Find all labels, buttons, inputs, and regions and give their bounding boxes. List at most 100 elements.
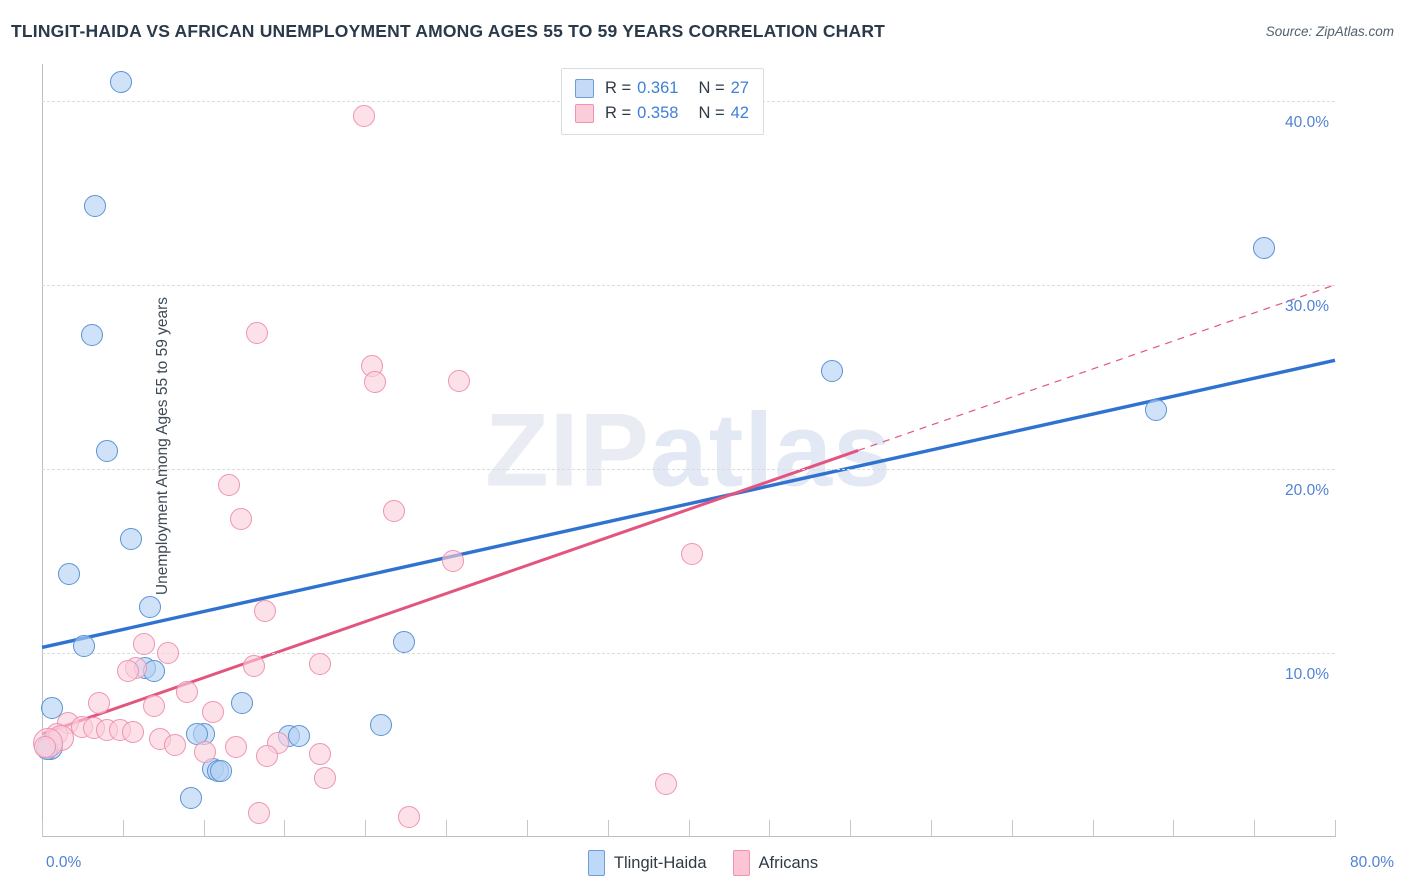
series-legend: Tlingit-Haida Africans [0,850,1406,876]
gridline-y-20.0% [42,468,1335,470]
y-axis-label-30.0%: 30.0% [1285,297,1329,315]
data-point-pink[interactable] [447,369,470,392]
data-point-pink[interactable] [157,641,180,664]
correlation-swatch-africans [575,104,594,123]
correlation-swatch-tlingit-haida [575,79,594,98]
gridline-y-30.0% [42,284,1335,286]
source-attribution: Source: ZipAtlas.com [1265,24,1394,39]
data-point-pink[interactable] [313,767,336,790]
n-label-africans: N = [698,104,725,122]
trend-line-tlingit-haida [41,358,1336,650]
data-point-pink[interactable] [132,632,155,655]
data-point-blue[interactable] [821,360,844,383]
r-label-tlingit-haida: R = [605,79,632,97]
y-axis-label-10.0%: 10.0% [1285,665,1329,683]
data-point-blue[interactable] [179,787,202,810]
correlation-row-tlingit-haida: R = 0.361 N = 27 [575,76,749,101]
data-point-pink[interactable] [224,735,247,758]
data-point-blue[interactable] [231,691,254,714]
legend-swatch-tlingit-haida [587,850,605,876]
data-point-pink[interactable] [163,733,186,756]
x-axis-max-label: 80.0% [1350,854,1394,871]
data-point-pink[interactable] [229,507,252,530]
trend-line-africans-dashed [858,284,1336,452]
trend-line-africans-solid [41,449,859,736]
x-axis-tick [203,820,205,837]
data-point-blue[interactable] [1144,399,1167,421]
legend-item-africans[interactable]: Africans [732,850,819,876]
correlation-legend: R = 0.361 N = 27 R = 0.358 N = 42 [561,68,764,135]
n-value-tlingit-haida: 27 [730,79,749,97]
data-point-pink[interactable] [254,599,277,622]
n-value-africans: 42 [730,104,749,122]
x-axis-tick [284,820,286,837]
data-point-pink[interactable] [34,735,57,758]
legend-item-tlingit-haida[interactable]: Tlingit-Haida [587,850,707,876]
x-axis-tick [446,820,448,837]
legend-label-africans: Africans [758,853,819,872]
data-point-pink[interactable] [255,745,278,768]
data-point-blue[interactable] [110,71,133,94]
data-point-blue[interactable] [119,527,142,550]
correlation-row-africans: R = 0.358 N = 42 [575,101,749,126]
data-point-blue[interactable] [139,595,162,618]
x-axis-tick [365,820,367,837]
x-axis-min-label: 0.0% [46,854,82,871]
y-axis-label-20.0%: 20.0% [1285,481,1329,499]
data-point-blue[interactable] [81,323,104,346]
data-point-blue[interactable] [40,697,63,720]
data-point-blue[interactable] [84,194,107,217]
data-point-blue[interactable] [393,630,416,653]
x-axis-tick [1173,820,1175,837]
data-point-blue[interactable] [210,759,233,782]
data-point-pink[interactable] [87,691,110,714]
data-point-pink[interactable] [245,321,268,344]
data-point-blue[interactable] [1252,237,1275,260]
x-axis-tick [1011,820,1013,837]
x-axis-tick [769,820,771,837]
data-point-pink[interactable] [218,474,241,497]
data-point-pink[interactable] [441,549,464,572]
data-point-pink[interactable] [308,743,331,766]
x-axis-tick [688,820,690,837]
y-axis-line [42,64,43,837]
y-axis-label-40.0%: 40.0% [1285,113,1329,131]
r-label-africans: R = [605,104,632,122]
data-point-pink[interactable] [116,660,139,683]
data-point-pink[interactable] [680,542,703,565]
data-point-blue[interactable] [287,724,310,747]
x-axis-tick [1335,820,1336,837]
trend-lines [41,284,1336,736]
x-axis-tick [850,820,852,837]
data-point-blue[interactable] [73,634,96,657]
data-point-pink[interactable] [363,371,386,394]
data-point-pink[interactable] [176,680,199,703]
data-point-pink[interactable] [202,700,225,723]
page-title: TLINGIT-HAIDA VS AFRICAN UNEMPLOYMENT AM… [11,21,886,41]
data-point-pink[interactable] [352,104,375,127]
data-point-pink[interactable] [121,721,144,744]
x-axis-tick [607,820,609,837]
legend-label-tlingit-haida: Tlingit-Haida [613,853,707,872]
x-axis-tick [526,820,528,837]
data-point-pink[interactable] [242,654,265,677]
x-axis-tick [42,820,43,837]
gridline-y-10.0% [42,652,1335,654]
plot-area: ZIPatlas 10.0% 20.0% 30.0% 40.0% [33,64,1336,837]
data-point-pink[interactable] [247,802,270,825]
data-point-pink[interactable] [654,772,677,795]
data-point-pink[interactable] [397,805,420,828]
data-point-blue[interactable] [58,562,81,585]
x-axis-tick [122,820,124,837]
r-value-tlingit-haida: 0.361 [637,79,679,97]
data-point-pink[interactable] [308,652,331,675]
r-value-africans: 0.358 [637,104,679,122]
data-point-pink[interactable] [194,741,217,764]
x-axis-tick [930,820,932,837]
data-point-blue[interactable] [95,439,118,462]
data-point-pink[interactable] [142,695,165,718]
data-point-pink[interactable] [383,500,406,523]
data-point-blue[interactable] [370,713,393,736]
n-label-tlingit-haida: N = [698,79,725,97]
